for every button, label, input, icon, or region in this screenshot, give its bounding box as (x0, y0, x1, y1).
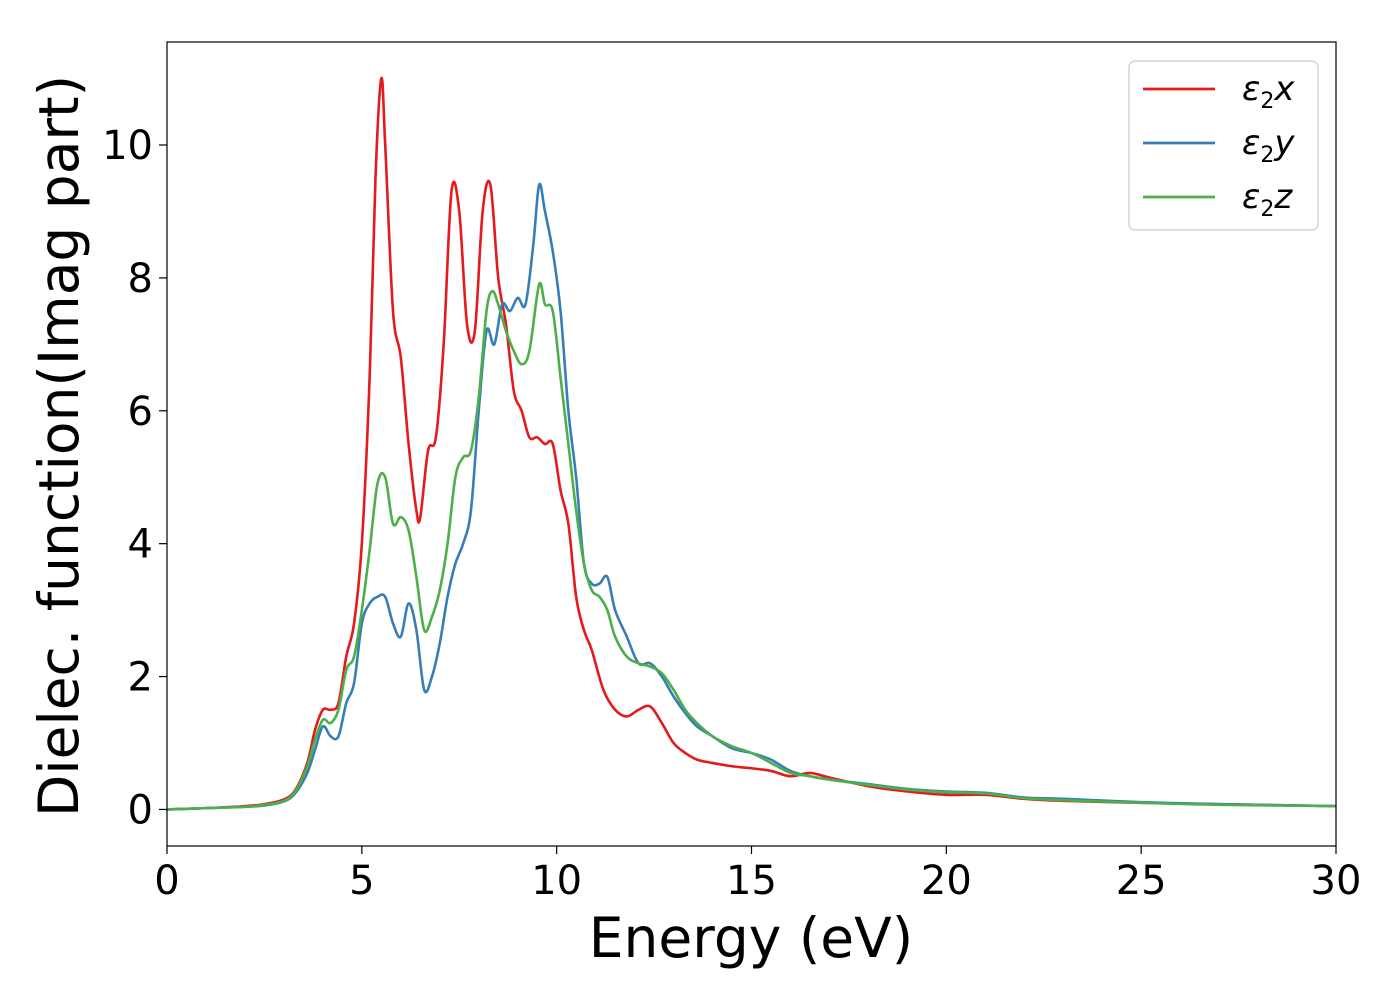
legend-label-z: ε2z (1242, 177, 1293, 222)
legend-box (1128, 60, 1319, 231)
legend-label-subscript: 2 (1260, 143, 1274, 168)
x-tick-label: 20 (921, 858, 972, 904)
legend-label-base: ε (1242, 123, 1260, 163)
legend-label-y: ε2y (1242, 123, 1295, 168)
plot-frame (166, 41, 1337, 847)
legend-label-base: ε (1242, 177, 1260, 217)
legend-label-var: y (1273, 123, 1295, 163)
x-tick-label: 30 (1311, 858, 1362, 904)
y-tick-label: 10 (102, 123, 153, 169)
y-tick-label: 4 (128, 522, 153, 568)
x-tick-label: 10 (531, 858, 582, 904)
x-tick-label: 25 (1116, 858, 1167, 904)
legend-label-var: x (1273, 69, 1295, 109)
x-tick-label: 5 (349, 858, 374, 904)
legend-label-subscript: 2 (1260, 89, 1274, 114)
legend-label-var: z (1273, 177, 1293, 217)
x-axis-label: Energy (eV) (589, 906, 913, 970)
y-axis-ticks: 0 2 4 6 8 10 (102, 123, 167, 833)
legend-label-subscript: 2 (1260, 197, 1274, 222)
x-axis-ticks: 0 5 10 15 20 25 30 (154, 846, 1361, 904)
y-tick-label: 0 (128, 787, 153, 833)
legend-label-x: ε2x (1242, 69, 1295, 114)
series-line-y (166, 182, 1337, 811)
x-tick-label: 15 (726, 858, 777, 904)
series-lines (166, 76, 1337, 811)
legend-label-base: ε (1242, 69, 1260, 109)
series-line-z (166, 281, 1337, 811)
y-tick-label: 8 (128, 256, 153, 302)
x-tick-label: 0 (154, 858, 179, 904)
y-tick-label: 6 (128, 389, 153, 435)
y-axis-label: Dielec. function(Imag part) (27, 75, 91, 817)
y-tick-label: 2 (128, 655, 153, 701)
series-line-x (166, 76, 1337, 811)
